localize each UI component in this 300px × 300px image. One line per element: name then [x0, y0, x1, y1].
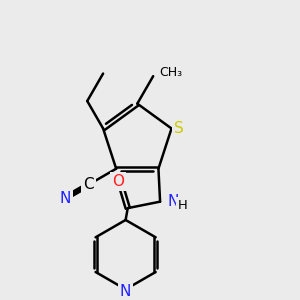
- Text: C: C: [83, 177, 94, 192]
- Text: CH₃: CH₃: [160, 66, 183, 79]
- Text: N: N: [59, 191, 70, 206]
- Text: N: N: [168, 194, 179, 209]
- Text: H: H: [178, 199, 188, 212]
- Text: N: N: [120, 284, 131, 299]
- Text: S: S: [174, 121, 184, 136]
- Text: O: O: [112, 174, 124, 189]
